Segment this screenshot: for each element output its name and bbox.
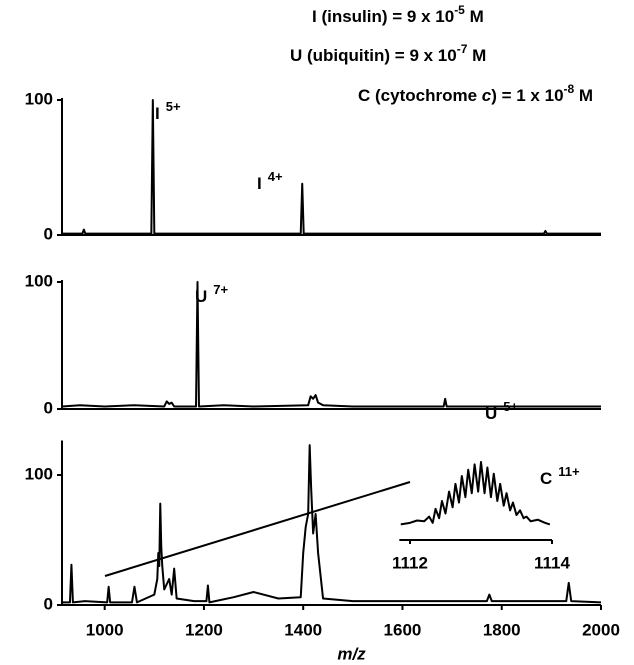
spectrum-trace xyxy=(61,281,601,408)
peak-label: U 7+ xyxy=(195,282,229,307)
y-tick-label: 0 xyxy=(44,594,53,613)
charge-state: 5+ xyxy=(503,399,518,414)
y-tick-label: 100 xyxy=(25,89,53,108)
ion-name: I xyxy=(155,104,160,123)
ion-name: U xyxy=(485,404,497,423)
charge-state: 5+ xyxy=(166,99,181,114)
ion-name: I xyxy=(257,174,262,193)
y-tick-label: 100 xyxy=(25,464,53,483)
exponent: -8 xyxy=(564,82,575,96)
x-tick-label: 1114 xyxy=(534,553,570,572)
x-tick-label: 1400 xyxy=(284,620,322,639)
label-part: U (ubiquitin) = 9 x 10 xyxy=(290,46,457,65)
y-tick-label: 0 xyxy=(44,224,53,243)
label-part: M xyxy=(465,7,484,26)
peak-label: C 11+ xyxy=(540,464,580,489)
concentration-label: U (ubiquitin) = 9 x 10-7 M xyxy=(290,42,486,65)
ion-name: U xyxy=(195,287,207,306)
peak-label: U 5+ xyxy=(485,399,519,424)
label-part: M xyxy=(467,46,486,65)
x-axis-label: m/z xyxy=(337,644,366,663)
spectrum-trace xyxy=(400,461,551,526)
exponent: -7 xyxy=(457,42,468,56)
x-tick-label: 1112 xyxy=(392,553,428,572)
label-part: C (cytochrome xyxy=(358,86,482,105)
charge-state: 7+ xyxy=(213,282,228,297)
concentration-label: I (insulin) = 9 x 10-5 M xyxy=(312,3,484,26)
label-part: I (insulin) = 9 x 10 xyxy=(312,7,454,26)
label-part: ) = 1 x 10 xyxy=(491,86,563,105)
spectrum-trace xyxy=(62,99,601,235)
concentration-label: C (cytochrome c) = 1 x 10-8 M xyxy=(358,82,593,105)
exponent: -5 xyxy=(454,3,465,17)
y-tick-label: 0 xyxy=(44,398,53,417)
spectrum-trace xyxy=(62,444,602,604)
x-tick-label: 1800 xyxy=(483,620,521,639)
charge-state: 4+ xyxy=(268,169,283,184)
x-tick-label: 1000 xyxy=(86,620,124,639)
x-tick-label: 2000 xyxy=(582,620,620,639)
x-tick-label: 1200 xyxy=(185,620,223,639)
charge-state: 11+ xyxy=(558,464,580,479)
zoom-pointer xyxy=(104,481,411,577)
peak-label: I 5+ xyxy=(155,99,181,124)
ion-name: C xyxy=(540,469,552,488)
label-part: M xyxy=(574,86,593,105)
x-tick-label: 1600 xyxy=(384,620,422,639)
peak-label: I 4+ xyxy=(257,169,283,194)
y-tick-label: 100 xyxy=(25,271,53,290)
label-part: c xyxy=(482,86,492,105)
